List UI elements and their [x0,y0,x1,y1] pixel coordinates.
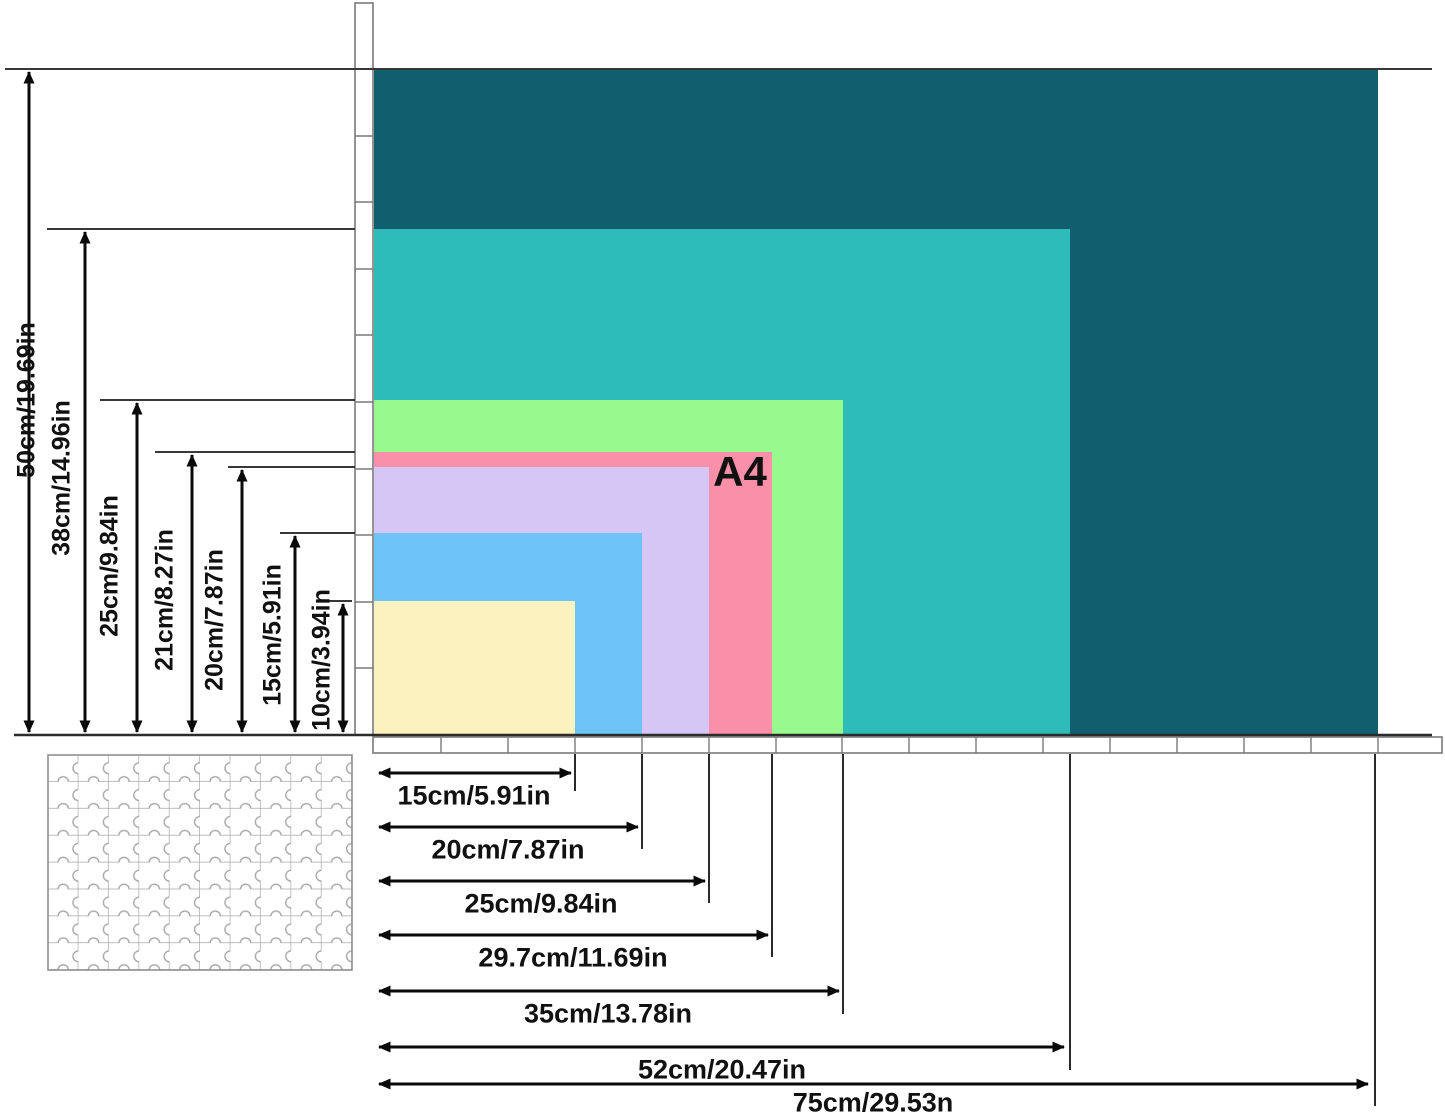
height-leader-lines [47,228,355,602]
height-label-50cm: 50cm/19.69in [12,322,41,478]
width-dimension-arrows [378,767,1369,1090]
width-label-29.7cm: 29.7cm/11.69in [478,942,668,973]
horizontal-ruler [372,736,1443,754]
width-label-25cm: 25cm/9.84in [464,888,618,919]
width-label-35cm: 35cm/13.78in [523,998,693,1029]
height-label-10cm: 10cm/3.94in [307,589,336,731]
width-label-75cm: 75cm/29.53n [792,1087,954,1113]
width-label-15cm: 15cm/5.91in [397,780,551,811]
width-label-20cm: 20cm/7.87in [431,834,585,865]
height-label-25cm: 25cm/9.84in [95,495,124,637]
height-label-15cm: 15cm/5.91in [258,564,287,706]
height-label-38cm: 38cm/14.96in [47,400,76,556]
size-rect-10x15cm [374,601,575,735]
puzzle-texture [47,754,353,971]
height-label-21cm: 21cm/8.27in [150,529,179,671]
a4-size-tag: A4 [713,448,767,495]
width-leader-lines [574,754,1376,1106]
height-label-20cm: 20cm/7.87in [200,549,229,691]
width-label-52cm: 52cm/20.47in [637,1054,807,1085]
vertical-ruler [354,2,374,736]
height-dimension-arrows [23,71,349,733]
